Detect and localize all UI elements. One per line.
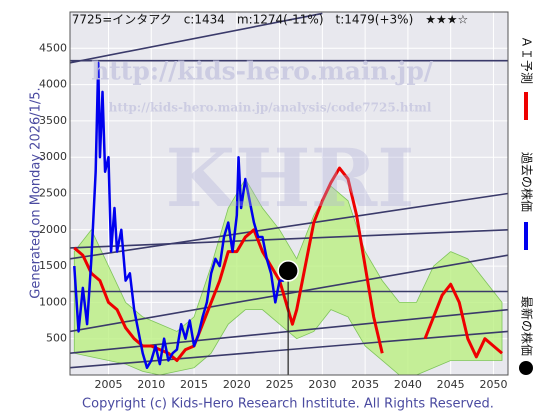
trend-line [70, 254, 508, 333]
x-tick-label: 2020 [223, 378, 251, 391]
y-tick-label: 4000 [39, 78, 67, 91]
x-tick-label: 2050 [479, 378, 507, 391]
y-tick-label: 4500 [39, 41, 67, 54]
watermark: KHRI [165, 131, 414, 225]
watermark: http://kids-hero.main.jp/ [91, 57, 434, 86]
x-tick-label: 2035 [351, 378, 379, 391]
trend-line [70, 229, 508, 249]
x-tick-label: 2040 [394, 378, 422, 391]
x-tick-label: 2010 [137, 378, 165, 391]
y-tick-label: 1500 [39, 259, 67, 272]
watermark: http://kids-hero.main.jp/analysis/code77… [109, 101, 432, 115]
y-tick-label: 1000 [39, 295, 67, 308]
legend-swatch [519, 361, 533, 375]
trend-line [70, 330, 508, 369]
x-tick-label: 2005 [94, 378, 122, 391]
latest-point [277, 260, 299, 282]
chart-title: 7725=インタアク c:1434 m:1274(-11%) t:1479(+3… [72, 13, 469, 27]
plot-frame [69, 11, 509, 376]
y-tick-label: 2500 [39, 187, 67, 200]
x-tick-label: 2045 [437, 378, 465, 391]
y-tick-label: 500 [46, 332, 67, 345]
legend-label: ＡＩ予測 [520, 36, 534, 84]
trend-line [70, 12, 323, 64]
x-tick-label: 2025 [266, 378, 294, 391]
y-tick-label: 3500 [39, 114, 67, 127]
legend-label: 最新の株価 [520, 296, 535, 356]
footer: Copyright (c) Kids-Hero Research Institu… [82, 397, 494, 412]
series-line [73, 61, 284, 369]
trend-line [70, 192, 508, 260]
y-tick-label: 2000 [39, 223, 67, 236]
side-note: Generated on Monday 2026/1/5. [29, 87, 44, 298]
x-tick-label: 2030 [308, 378, 336, 391]
y-tick-label: 3000 [39, 150, 67, 163]
x-tick-label: 2015 [180, 378, 208, 391]
legend-label: 過去の株価 [520, 152, 535, 212]
